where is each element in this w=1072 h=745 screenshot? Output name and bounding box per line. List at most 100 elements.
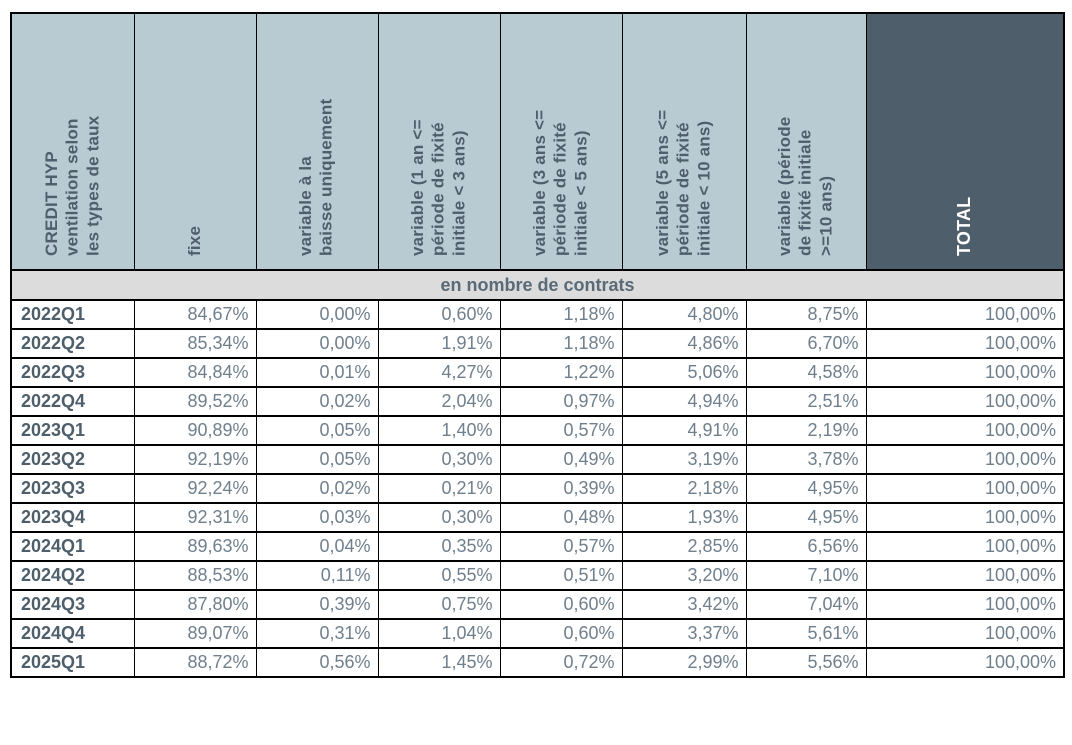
column-header-total: TOTAL [865, 12, 1065, 271]
subheader-label: en nombre de contrats [10, 269, 1065, 301]
table-row: 2023Q3 92,24% 0,02% 0,21% 0,39% 2,18% 4,… [10, 473, 1065, 504]
page: CREDIT HYP ventilation selon les types d… [10, 12, 1065, 678]
value-cell: 1,40% [377, 415, 501, 446]
value-cell: 0,04% [255, 531, 379, 562]
value-cell: 4,91% [621, 415, 747, 446]
row-label: 2022Q3 [10, 357, 135, 388]
value-cell: 4,95% [745, 473, 867, 504]
value-cell: 100,00% [865, 328, 1065, 359]
column-header-variable-1-3ans: variable (1 an <= période de fixité init… [377, 12, 501, 271]
header-row: CREDIT HYP ventilation selon les types d… [10, 12, 1065, 271]
value-cell: 1,22% [499, 357, 623, 388]
value-cell: 85,34% [133, 328, 257, 359]
value-cell: 0,05% [255, 444, 379, 475]
value-cell: 0,01% [255, 357, 379, 388]
value-cell: 89,52% [133, 386, 257, 417]
value-cell: 0,51% [499, 560, 623, 591]
value-cell: 0,60% [499, 589, 623, 620]
row-label: 2023Q1 [10, 415, 135, 446]
row-label: 2023Q4 [10, 502, 135, 533]
column-header-variable-5-10ans: variable (5 ans <= période de fixité ini… [621, 12, 747, 271]
value-cell: 2,99% [621, 647, 747, 678]
value-cell: 1,93% [621, 502, 747, 533]
value-cell: 88,53% [133, 560, 257, 591]
value-cell: 6,56% [745, 531, 867, 562]
value-cell: 100,00% [865, 299, 1065, 330]
value-cell: 1,18% [499, 299, 623, 330]
row-label: 2022Q1 [10, 299, 135, 330]
value-cell: 3,78% [745, 444, 867, 475]
value-cell: 0,57% [499, 415, 623, 446]
value-cell: 87,80% [133, 589, 257, 620]
value-cell: 7,04% [745, 589, 867, 620]
table-row: 2023Q1 90,89% 0,05% 1,40% 0,57% 4,91% 2,… [10, 415, 1065, 446]
table-row: 2024Q1 89,63% 0,04% 0,35% 0,57% 2,85% 6,… [10, 531, 1065, 562]
value-cell: 0,03% [255, 502, 379, 533]
value-cell: 89,63% [133, 531, 257, 562]
value-cell: 4,86% [621, 328, 747, 359]
value-cell: 2,85% [621, 531, 747, 562]
value-cell: 0,30% [377, 444, 501, 475]
value-cell: 1,45% [377, 647, 501, 678]
column-header-variable-baisse: variable à la baisse uniquement [255, 12, 379, 271]
value-cell: 1,18% [499, 328, 623, 359]
value-cell: 3,19% [621, 444, 747, 475]
row-label: 2024Q3 [10, 589, 135, 620]
table-row: 2022Q1 84,67% 0,00% 0,60% 1,18% 4,80% 8,… [10, 299, 1065, 330]
value-cell: 88,72% [133, 647, 257, 678]
value-cell: 4,27% [377, 357, 501, 388]
value-cell: 0,60% [499, 618, 623, 649]
column-header-fixe: fixe [133, 12, 257, 271]
value-cell: 2,04% [377, 386, 501, 417]
table-title: CREDIT HYP ventilation selon les types d… [41, 115, 103, 256]
value-cell: 90,89% [133, 415, 257, 446]
value-cell: 1,91% [377, 328, 501, 359]
value-cell: 89,07% [133, 618, 257, 649]
value-cell: 0,55% [377, 560, 501, 591]
value-cell: 0,56% [255, 647, 379, 678]
value-cell: 0,60% [377, 299, 501, 330]
row-label: 2024Q4 [10, 618, 135, 649]
table-row: 2024Q3 87,80% 0,39% 0,75% 0,60% 3,42% 7,… [10, 589, 1065, 620]
column-header-fixe-label: fixe [184, 225, 204, 256]
column-header-variable-10plus-label: variable (période de fixité initiale >=1… [774, 116, 836, 256]
row-label: 2023Q2 [10, 444, 135, 475]
value-cell: 4,58% [745, 357, 867, 388]
value-cell: 0,30% [377, 502, 501, 533]
row-label: 2022Q4 [10, 386, 135, 417]
value-cell: 0,49% [499, 444, 623, 475]
column-header-variable-5-10ans-label: variable (5 ans <= période de fixité ini… [652, 109, 714, 256]
value-cell: 100,00% [865, 415, 1065, 446]
value-cell: 92,19% [133, 444, 257, 475]
value-cell: 0,39% [255, 589, 379, 620]
value-cell: 6,70% [745, 328, 867, 359]
column-header-variable-3-5ans-label: variable (3 ans <= période de fixité ini… [529, 109, 591, 256]
value-cell: 1,04% [377, 618, 501, 649]
value-cell: 100,00% [865, 618, 1065, 649]
value-cell: 92,31% [133, 502, 257, 533]
table-row: 2024Q4 89,07% 0,31% 1,04% 0,60% 3,37% 5,… [10, 618, 1065, 649]
table-row: 2024Q2 88,53% 0,11% 0,55% 0,51% 3,20% 7,… [10, 560, 1065, 591]
value-cell: 100,00% [865, 502, 1065, 533]
value-cell: 5,56% [745, 647, 867, 678]
table-row: 2023Q2 92,19% 0,05% 0,30% 0,49% 3,19% 3,… [10, 444, 1065, 475]
value-cell: 100,00% [865, 386, 1065, 417]
value-cell: 2,18% [621, 473, 747, 504]
value-cell: 0,21% [377, 473, 501, 504]
value-cell: 4,94% [621, 386, 747, 417]
row-label: 2024Q1 [10, 531, 135, 562]
row-label: 2022Q2 [10, 328, 135, 359]
value-cell: 84,67% [133, 299, 257, 330]
table-body: en nombre de contrats 2022Q1 84,67% 0,00… [10, 269, 1065, 678]
value-cell: 8,75% [745, 299, 867, 330]
value-cell: 0,02% [255, 473, 379, 504]
value-cell: 0,35% [377, 531, 501, 562]
value-cell: 100,00% [865, 589, 1065, 620]
value-cell: 84,84% [133, 357, 257, 388]
value-cell: 2,19% [745, 415, 867, 446]
value-cell: 100,00% [865, 444, 1065, 475]
value-cell: 0,39% [499, 473, 623, 504]
column-header-variable-1-3ans-label: variable (1 an <= période de fixité init… [407, 119, 469, 256]
table-row: 2023Q4 92,31% 0,03% 0,30% 0,48% 1,93% 4,… [10, 502, 1065, 533]
table-row: 2022Q2 85,34% 0,00% 1,91% 1,18% 4,86% 6,… [10, 328, 1065, 359]
